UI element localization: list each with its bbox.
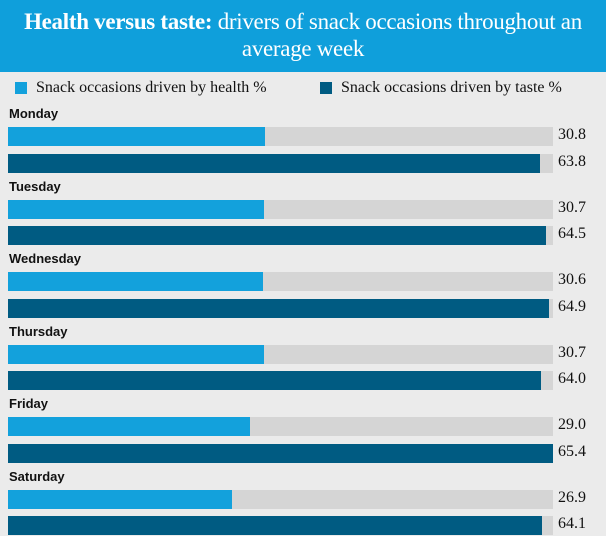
legend-item-health: Snack occasions driven by health % [15,79,267,97]
bar-health [8,272,263,291]
legend: Snack occasions driven by health % Snack… [0,76,606,98]
data-label: 30.6 [558,271,586,288]
chart-title: Health versus taste: drivers of snack oc… [0,0,606,72]
bar-taste [8,153,540,173]
category-label: Thursday [9,323,68,339]
bar-track [8,443,553,463]
category-label: Wednesday [9,251,82,266]
legend-label-taste: Snack occasions driven by taste % [341,79,562,96]
data-label: 63.8 [558,152,586,170]
bar-health [8,344,264,364]
data-label: 64.5 [558,225,586,242]
bar-track [8,516,553,535]
data-label: 30.8 [558,126,586,143]
bar-taste [8,443,553,463]
data-label: 29.0 [558,416,586,433]
bar-track [8,371,553,390]
legend-label-health: Snack occasions driven by health % [36,79,267,96]
bar-health [8,199,264,219]
bar-track [8,417,553,436]
bar-track [8,344,553,364]
bar-track [8,127,553,146]
bar-health [8,127,265,146]
category-label: Monday [9,106,59,121]
bar-health [8,489,233,509]
data-label: 64.1 [558,515,586,532]
bar-health [8,417,250,436]
bar-track [8,226,553,245]
legend-swatch-taste [320,82,332,94]
category-label: Friday [9,396,49,411]
legend-item-taste: Snack occasions driven by taste % [320,79,562,97]
category-label: Saturday [9,468,65,484]
bar-taste [8,371,542,390]
bar-track [8,153,553,173]
bar-track [8,298,553,318]
bar-track [8,489,553,509]
title-bold: Health versus taste: [24,9,213,34]
bar-taste [8,516,543,535]
bar-taste [8,298,549,318]
bar-taste [8,226,546,245]
data-label: 30.7 [558,343,586,361]
data-label: 26.9 [558,488,586,506]
bar-track [8,272,553,291]
data-label: 65.4 [558,442,586,460]
title-rest: drivers of snack occasions throughout an… [217,9,583,61]
data-label: 30.7 [558,198,586,216]
data-label: 64.0 [558,370,586,387]
bar-track [8,199,553,219]
data-label: 64.9 [558,297,586,315]
category-label: Tuesday [9,178,61,194]
legend-swatch-health [15,82,27,94]
